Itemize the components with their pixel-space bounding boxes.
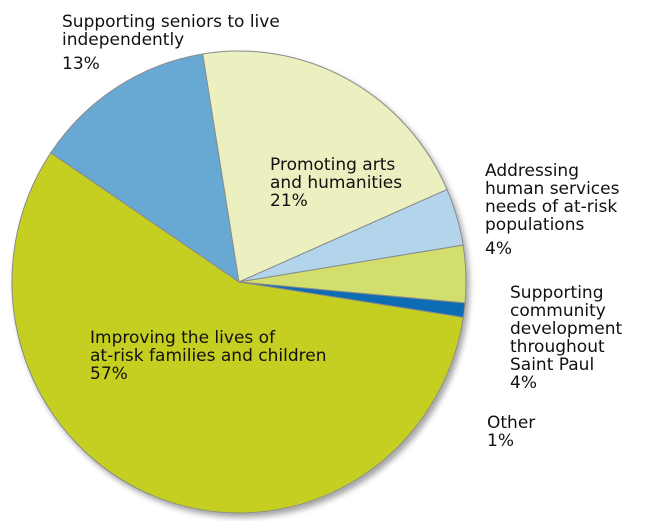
label-families: Improving the lives of at-risk families … [90,329,326,383]
pie-slice [202,50,448,283]
label-arts-line: Promoting arts [270,155,396,175]
label-seniors-line: independently [62,30,185,50]
label-other-line: Other [487,413,536,433]
label-seniors-pct: 13% [62,54,100,74]
label-community-line: throughout [510,337,605,357]
label-human-services-line: needs of at-risk [485,197,618,217]
label-community-line: development [510,319,623,339]
label-other: Other 1% [487,414,535,450]
pie-slice [11,152,464,514]
label-community-pct: 4% [510,373,537,393]
label-families-line: Improving the lives of [90,328,276,348]
label-community-line: community [510,301,606,321]
label-arts-line: and humanities [270,173,403,193]
label-other-pct: 1% [487,431,514,451]
label-seniors-line: Supporting seniors to live [62,12,280,32]
label-human-services-pct: 4% [485,239,512,259]
label-community-line: Saint Paul [510,355,595,375]
label-human-services-line: populations [485,215,585,235]
label-human-services-line: Addressing [485,161,579,181]
label-community: Supporting community development through… [510,284,622,392]
label-families-pct: 57% [90,364,128,384]
label-seniors: Supporting seniors to live independently… [62,13,280,73]
label-families-line: at-risk families and children [90,346,327,366]
label-arts: Promoting arts and humanities 21% [270,156,402,210]
label-community-line: Supporting [510,283,604,303]
label-arts-pct: 21% [270,191,308,211]
label-human-services-line: human services [485,179,620,199]
pie-slice [50,53,240,284]
label-human-services: Addressing human services needs of at-ri… [485,162,619,258]
